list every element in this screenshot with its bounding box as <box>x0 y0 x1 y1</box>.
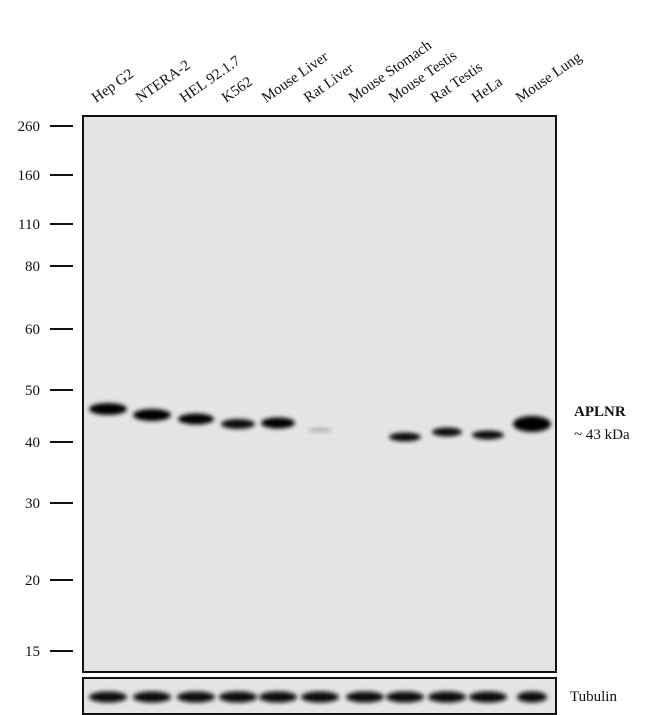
marker-label: 80 <box>25 259 40 275</box>
marker-label: 30 <box>25 496 40 512</box>
loading-band <box>219 691 257 703</box>
lane-label: Hep G2 <box>89 66 137 106</box>
band <box>178 413 214 425</box>
loading-band <box>133 691 171 703</box>
band <box>89 403 127 415</box>
loading-band <box>428 691 466 703</box>
loading-band <box>386 691 424 703</box>
loading-band <box>346 691 384 703</box>
band <box>389 432 421 442</box>
marker-label: 60 <box>25 322 40 338</box>
blot-panel <box>82 115 557 673</box>
band <box>221 419 255 429</box>
lane-label: Mouse Lung <box>513 49 585 106</box>
band <box>308 428 332 432</box>
marker-label: 40 <box>25 435 40 451</box>
loading-band <box>89 691 127 703</box>
loading-control-label: Tubulin <box>570 689 617 705</box>
marker-label: 260 <box>18 119 41 135</box>
loading-band <box>177 691 215 703</box>
loading-band <box>259 691 297 703</box>
loading-band <box>469 691 507 703</box>
marker-label: 160 <box>18 168 41 184</box>
loading-band <box>517 691 547 703</box>
band <box>261 417 295 429</box>
target-name: APLNR <box>574 404 626 420</box>
band <box>513 416 551 432</box>
marker-label: 50 <box>25 383 40 399</box>
marker-label: 15 <box>25 644 40 660</box>
target-size: ~ 43 kDa <box>574 427 630 443</box>
band <box>432 427 462 437</box>
marker-label: 20 <box>25 573 40 589</box>
loading-band <box>301 691 339 703</box>
marker-label: 110 <box>18 217 40 233</box>
band <box>133 409 171 421</box>
band <box>472 430 504 440</box>
